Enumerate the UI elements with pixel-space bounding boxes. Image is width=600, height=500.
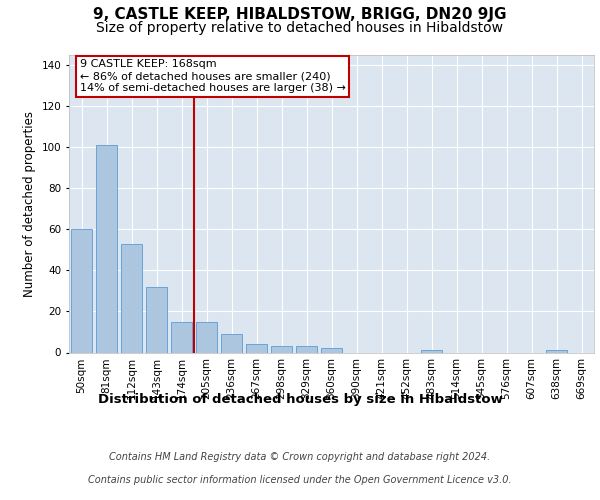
Y-axis label: Number of detached properties: Number of detached properties (23, 111, 36, 296)
Bar (196, 322, 217, 352)
Text: Distribution of detached houses by size in Hibaldstow: Distribution of detached houses by size … (98, 392, 502, 406)
Bar (121, 244, 142, 352)
Bar (321, 348, 342, 352)
Text: Size of property relative to detached houses in Hibaldstow: Size of property relative to detached ho… (97, 21, 503, 35)
Bar (246, 344, 267, 352)
Text: 9, CASTLE KEEP, HIBALDSTOW, BRIGG, DN20 9JG: 9, CASTLE KEEP, HIBALDSTOW, BRIGG, DN20 … (93, 8, 507, 22)
Text: Contains HM Land Registry data © Crown copyright and database right 2024.: Contains HM Land Registry data © Crown c… (109, 452, 491, 462)
Bar (271, 346, 292, 352)
Bar (96, 146, 117, 352)
Bar (421, 350, 442, 352)
Bar (146, 287, 167, 352)
Bar (171, 322, 192, 352)
Text: Contains public sector information licensed under the Open Government Licence v3: Contains public sector information licen… (88, 475, 512, 485)
Bar (71, 230, 92, 352)
Bar (296, 346, 317, 352)
Bar (546, 350, 567, 352)
Text: 9 CASTLE KEEP: 168sqm
← 86% of detached houses are smaller (240)
14% of semi-det: 9 CASTLE KEEP: 168sqm ← 86% of detached … (79, 60, 346, 92)
Bar (221, 334, 242, 352)
